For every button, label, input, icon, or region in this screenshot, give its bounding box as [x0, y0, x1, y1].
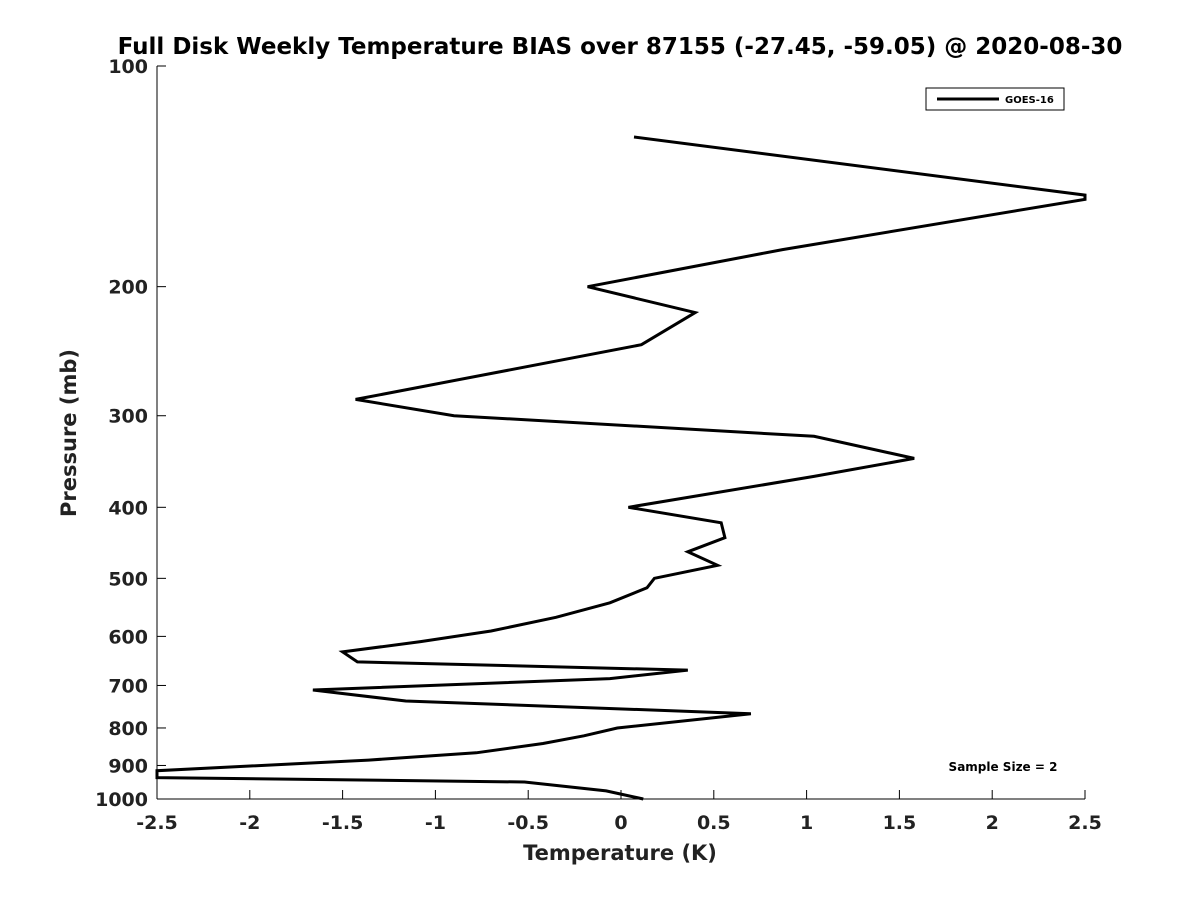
- y-tick-label: 900: [108, 755, 148, 777]
- x-tick-label: 1.5: [883, 812, 917, 834]
- x-tick-label: -1.5: [322, 812, 364, 834]
- series-line-goes-16: [155, 135, 1087, 801]
- y-tick-label: 1000: [95, 789, 148, 811]
- x-tick-label: 2: [986, 812, 999, 834]
- x-tick-label: 2.5: [1068, 812, 1102, 834]
- y-tick-label: 300: [108, 406, 148, 428]
- x-axis-label: Temperature (K): [523, 841, 717, 865]
- y-tick-label: 700: [108, 675, 148, 697]
- y-tick-label: 400: [108, 497, 148, 519]
- x-tick-label: 0.5: [697, 812, 731, 834]
- x-ticks: -2.5 -2 -1.5 -1 -0.5 0 0.5 1 1.5 2 2.5: [136, 790, 1102, 834]
- x-tick-label: 1: [800, 812, 813, 834]
- x-tick-label: -1: [425, 812, 446, 834]
- x-tick-label: -2.5: [136, 812, 178, 834]
- x-tick-label: -0.5: [507, 812, 549, 834]
- legend-label-goes-16: GOES-16: [1005, 95, 1054, 106]
- y-tick-label: 800: [108, 718, 148, 740]
- y-tick-label: 600: [108, 626, 148, 648]
- sample-size-annotation: Sample Size = 2: [949, 760, 1058, 774]
- y-tick-label: 500: [108, 568, 148, 590]
- x-tick-label: -2: [239, 812, 260, 834]
- chart-title: Full Disk Weekly Temperature BIAS over 8…: [118, 34, 1123, 60]
- y-tick-label: 100: [108, 56, 148, 78]
- y-ticks: 100 200 300 400 500 600 700 800 900 1000: [95, 56, 166, 811]
- y-tick-label: 200: [108, 277, 148, 299]
- legend: GOES-16: [925, 87, 1065, 111]
- series-group: [155, 135, 1087, 801]
- x-tick-label: 0: [614, 812, 627, 834]
- y-axis-label: Pressure (mb): [57, 349, 81, 517]
